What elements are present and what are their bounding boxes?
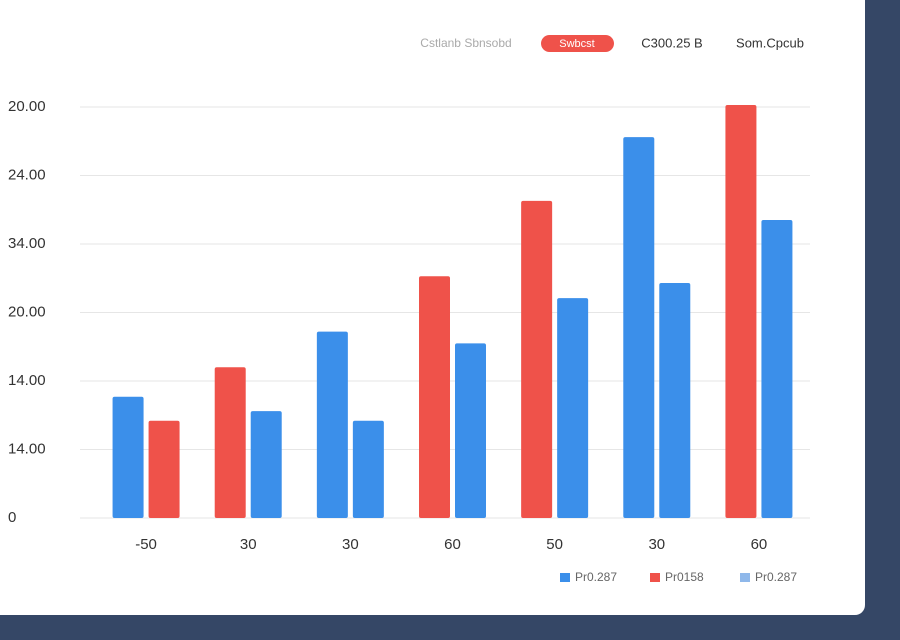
header-pill-label[interactable]: Swbcst <box>559 38 594 50</box>
header-right: Som.Cpcub <box>736 35 804 50</box>
x-tick-label: 60 <box>751 536 768 553</box>
legend-label: Pr0.287 <box>755 570 797 584</box>
bar <box>725 104 757 518</box>
bar <box>557 298 589 518</box>
bar <box>148 420 180 518</box>
header-pill[interactable] <box>541 35 614 52</box>
bar <box>352 420 384 518</box>
legend-swatch <box>650 573 660 582</box>
x-tick-label: -50 <box>135 536 157 553</box>
header-middle: C300.25 B <box>641 35 702 50</box>
bar <box>623 137 655 518</box>
legend-label: Pr0.287 <box>575 570 617 584</box>
bar <box>419 276 450 518</box>
y-tick-label: 14.00 <box>8 372 46 389</box>
y-tick-label: 24.00 <box>8 166 46 183</box>
y-tick-label: 34.00 <box>8 235 46 252</box>
legend-swatch <box>740 573 750 582</box>
bar <box>316 331 348 518</box>
bar <box>521 200 553 518</box>
bar <box>250 411 282 518</box>
x-tick-label: 30 <box>240 536 257 553</box>
x-tick-label: 30 <box>648 536 665 553</box>
bar <box>112 396 144 518</box>
header-left: Cstlanb Sbnsobd <box>420 36 511 50</box>
x-tick-label: 50 <box>546 536 563 553</box>
bar <box>761 220 793 518</box>
x-tick-label: 60 <box>444 536 461 553</box>
bar <box>659 283 691 518</box>
y-tick-label: 20.00 <box>8 303 46 320</box>
bar <box>455 343 486 518</box>
y-tick-label: 14.00 <box>8 440 46 457</box>
x-tick-label: 30 <box>342 536 359 553</box>
y-tick-label: 0 <box>8 509 16 526</box>
legend-swatch <box>560 573 570 582</box>
bar <box>214 367 246 518</box>
legend-label: Pr0158 <box>665 570 704 584</box>
y-tick-label: 20.00 <box>8 98 46 115</box>
